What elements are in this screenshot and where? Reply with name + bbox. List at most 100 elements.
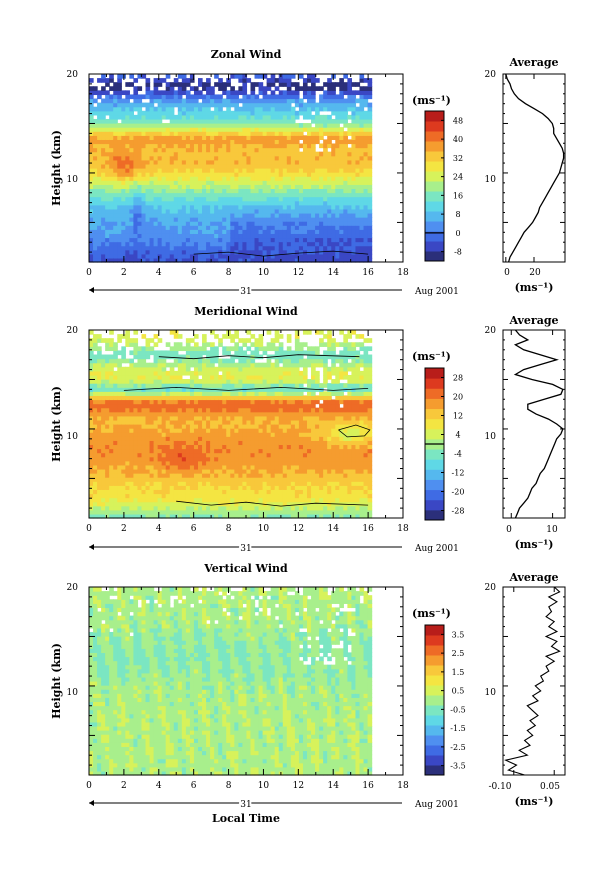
heatmap-cell xyxy=(189,78,195,83)
heatmap-cell xyxy=(113,114,118,120)
heatmap-cell xyxy=(125,249,130,255)
heatmap-cell xyxy=(89,196,94,202)
heatmap-cell xyxy=(222,135,227,140)
heatmap-cell xyxy=(234,379,239,384)
heatmap-cell xyxy=(238,110,244,116)
heatmap-cell xyxy=(177,229,183,234)
heatmap-cell xyxy=(117,102,122,108)
heatmap-cell xyxy=(181,415,187,421)
heatmap-cell xyxy=(343,90,348,96)
heatmap-cell xyxy=(238,452,244,458)
heatmap-cell xyxy=(339,139,344,145)
heatmap-cell xyxy=(218,176,223,181)
heatmap-cell xyxy=(133,135,139,140)
heatmap-cell xyxy=(246,225,252,230)
heatmap-cell xyxy=(177,342,183,347)
heatmap-cell xyxy=(355,143,361,149)
heatmap-cell xyxy=(121,358,126,364)
heatmap-cell xyxy=(165,94,171,100)
heatmap-cell xyxy=(315,245,320,251)
heatmap-cell xyxy=(339,118,344,124)
heatmap-cell xyxy=(137,407,143,413)
heatmap-cell xyxy=(258,172,264,177)
heatmap-cell xyxy=(347,147,353,153)
heatmap-cell xyxy=(302,176,308,181)
heatmap-cell xyxy=(222,489,227,495)
heatmap-cell xyxy=(307,212,312,218)
heatmap-cell xyxy=(367,212,373,218)
heatmap-cell xyxy=(282,94,288,100)
heatmap-cell xyxy=(351,90,357,96)
heatmap-cell xyxy=(117,456,122,462)
heatmap-cell xyxy=(210,460,215,466)
heatmap-cell xyxy=(165,444,171,450)
heatmap-cell xyxy=(238,485,244,490)
heatmap-cell xyxy=(177,163,183,169)
heatmap-cell xyxy=(214,176,219,181)
heatmap-cell xyxy=(294,135,300,140)
heatmap-cell xyxy=(250,184,256,190)
heatmap-cell xyxy=(193,114,199,120)
heatmap-cell xyxy=(339,245,344,251)
heatmap-cell xyxy=(230,464,235,470)
heatmap-cell xyxy=(266,229,272,234)
heatmap-cell xyxy=(206,444,211,450)
heatmap-cell xyxy=(238,114,244,120)
heatmap-cell xyxy=(153,481,159,486)
heatmap-cell xyxy=(149,249,155,255)
heatmap-cell xyxy=(254,440,260,446)
zonal-axis-ticks xyxy=(88,74,404,262)
heatmap-cell xyxy=(238,350,244,356)
zonal-average-xtick-0: 0 xyxy=(504,268,510,278)
heatmap-cell xyxy=(198,432,203,437)
heatmap-cell xyxy=(222,200,227,206)
heatmap-cell xyxy=(315,155,320,161)
heatmap-cell xyxy=(307,192,312,198)
heatmap-cell xyxy=(105,245,110,251)
heatmap-cell xyxy=(242,74,248,79)
heatmap-cell xyxy=(193,188,199,194)
heatmap-cell xyxy=(101,102,106,108)
heatmap-cell xyxy=(149,391,155,396)
heatmap-cell xyxy=(222,493,227,499)
heatmap-cell xyxy=(149,151,155,157)
heatmap-cell xyxy=(234,147,239,153)
heatmap-cell xyxy=(226,82,231,87)
heatmap-cell xyxy=(282,118,288,124)
heatmap-cell xyxy=(117,383,122,388)
heatmap-cell xyxy=(250,172,256,177)
heatmap-cell xyxy=(335,94,340,100)
heatmap-cell xyxy=(230,114,235,120)
heatmap-cell xyxy=(315,180,320,185)
heatmap-cell xyxy=(222,366,227,372)
heatmap-cell xyxy=(302,102,308,108)
heatmap-cell xyxy=(97,468,102,474)
heatmap-cell xyxy=(185,98,191,104)
heatmap-cell xyxy=(173,342,179,347)
heatmap-cell xyxy=(97,237,102,243)
heatmap-cell xyxy=(117,237,122,243)
heatmap-cell xyxy=(157,212,163,218)
heatmap-cell xyxy=(355,82,361,87)
heatmap-cell xyxy=(129,237,135,243)
heatmap-cell xyxy=(133,440,139,446)
heatmap-cell xyxy=(177,188,183,194)
heatmap-cell xyxy=(157,505,163,511)
heatmap-cell xyxy=(319,102,324,108)
heatmap-cell xyxy=(246,139,252,145)
heatmap-cell xyxy=(189,110,195,116)
heatmap-cell xyxy=(266,212,272,218)
heatmap-cell xyxy=(93,468,98,474)
heatmap-cell xyxy=(274,221,280,226)
heatmap-cell xyxy=(222,334,227,339)
heatmap-cell xyxy=(145,168,151,173)
heatmap-cell xyxy=(274,147,280,153)
heatmap-cell xyxy=(234,241,239,247)
heatmap-cell xyxy=(359,245,365,251)
heatmap-cell xyxy=(315,151,320,157)
heatmap-cell xyxy=(169,159,175,165)
heatmap-cell xyxy=(226,131,231,136)
heatmap-cell xyxy=(117,196,122,202)
heatmap-cell xyxy=(214,229,219,234)
heatmap-cell xyxy=(210,374,215,380)
